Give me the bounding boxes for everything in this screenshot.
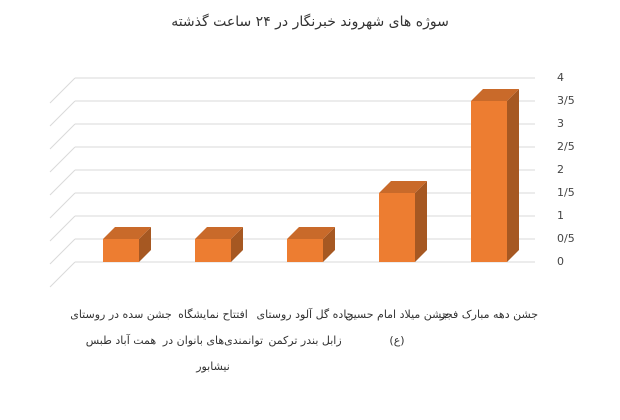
y-tick-label: 0 — [557, 255, 564, 268]
bar-top — [471, 89, 519, 101]
bar — [379, 193, 415, 262]
x-tick-label: افتتاح نمایشگاه توانمندی‌های بانوان در ن… — [162, 308, 264, 373]
bar-side — [231, 227, 243, 262]
bar — [103, 239, 139, 262]
bar-top — [103, 227, 151, 239]
bar — [471, 101, 507, 262]
grid-line-side — [49, 238, 76, 265]
y-tick-label: 1 — [557, 209, 564, 222]
y-tick-label: 2/5 — [557, 140, 575, 153]
y-tick-label: 0/5 — [557, 232, 575, 245]
grid-line-side — [49, 123, 76, 150]
grid-line-side — [49, 192, 76, 219]
x-tick-label: جشن سده در روستای همت آباد طبس — [70, 308, 172, 347]
y-tick-label: 3 — [557, 117, 564, 130]
x-tick-label: جشن میلاد امام حسین (ع) — [345, 308, 449, 347]
bar-side — [139, 227, 151, 262]
grid-line-side — [49, 169, 76, 196]
grid-line-side — [49, 77, 76, 104]
y-tick-label: 3/5 — [557, 94, 575, 107]
grid-line-side — [49, 261, 76, 288]
y-tick-label: 4 — [557, 71, 564, 84]
bar-top — [379, 181, 427, 193]
bar — [195, 239, 231, 262]
bar-top — [287, 227, 335, 239]
x-tick-label: جاده گل آلود روستای زابل بندر ترکمن — [256, 308, 354, 347]
grid-line-side — [49, 215, 76, 242]
x-tick-label: جشن دهه مبارک فجر — [439, 308, 539, 321]
bar-side — [507, 89, 519, 262]
bar — [287, 239, 323, 262]
grid-line-side — [49, 100, 76, 127]
y-tick-label: 1/5 — [557, 186, 575, 199]
bar-side — [323, 227, 335, 262]
grid-line-side — [49, 146, 76, 173]
chart-title: سوژه های شهروند خبرنگار در ۲۴ ساعت گذشته — [171, 14, 449, 30]
bar-top — [195, 227, 243, 239]
bar-side — [415, 181, 427, 262]
y-tick-label: 2 — [557, 163, 564, 176]
